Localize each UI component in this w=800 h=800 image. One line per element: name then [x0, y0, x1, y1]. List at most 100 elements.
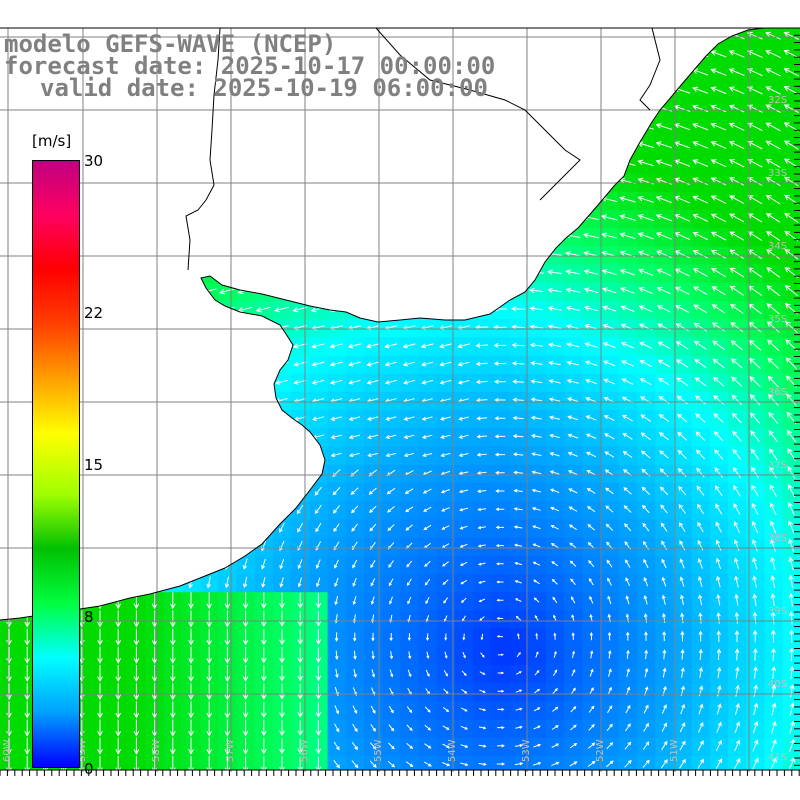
- wind-arrow: [418, 179, 436, 186]
- wind-arrow: [151, 521, 158, 535]
- wind-arrow: [200, 270, 217, 277]
- wind-arrow: [261, 576, 266, 588]
- wind-arrow: [182, 270, 199, 277]
- wind-arrow: [619, 232, 636, 240]
- wind-arrow: [364, 215, 381, 222]
- wind-arrow: [292, 343, 307, 349]
- wind-arrow: [547, 305, 562, 312]
- border-uruguay-brazil: [375, 27, 581, 201]
- wind-arrow: [618, 86, 636, 93]
- lon-label: 54W: [447, 739, 458, 762]
- wind-arrow: [455, 124, 472, 131]
- wind-arrow: [127, 270, 145, 277]
- wind-arrow: [715, 739, 722, 752]
- wind-arrow: [334, 650, 339, 661]
- wind-arrow: [590, 650, 594, 659]
- wind-arrow: [279, 647, 285, 664]
- wind-arrow: [188, 756, 194, 770]
- wind-arrow: [330, 452, 342, 458]
- wind-arrow: [730, 340, 744, 351]
- wind-arrow: [260, 486, 268, 497]
- wind-arrow: [315, 756, 322, 770]
- wind-arrow: [770, 629, 776, 643]
- wind-arrow: [437, 197, 454, 204]
- wind-arrow: [733, 484, 741, 497]
- wind-arrow: [603, 415, 615, 422]
- wind-arrow: [583, 305, 599, 312]
- wind-arrow: [765, 213, 781, 223]
- colorbar-tick-30: 30: [84, 152, 104, 170]
- wind-arrow: [564, 214, 581, 221]
- wind-arrow: [712, 340, 725, 351]
- wind-arrow: [513, 507, 523, 511]
- wind-arrow: [242, 504, 249, 516]
- wind-arrow: [717, 684, 722, 697]
- lat-label: 33S: [768, 168, 787, 179]
- wind-arrow: [330, 416, 343, 421]
- wind-arrow: [418, 124, 436, 131]
- wind-arrow: [619, 214, 636, 221]
- wind-arrow: [182, 306, 199, 313]
- wind-arrow: [729, 285, 744, 296]
- wind-arrow: [491, 215, 508, 221]
- wind-arrow: [315, 665, 322, 682]
- wind-arrow: [437, 252, 453, 258]
- wind-arrow: [311, 379, 325, 385]
- wind-arrow: [439, 361, 452, 367]
- wind-arrow: [553, 632, 557, 640]
- wind-arrow: [224, 646, 231, 664]
- wind-arrow: [350, 487, 359, 496]
- wind-arrow: [783, 176, 799, 187]
- wind-arrow: [570, 578, 576, 586]
- wind-arrow: [423, 524, 432, 531]
- wind-arrow: [496, 744, 505, 748]
- wind-arrow: [218, 160, 236, 168]
- wind-arrow: [710, 104, 727, 113]
- wind-arrow: [224, 719, 231, 737]
- wind-arrow: [242, 485, 249, 497]
- wind-arrow: [188, 701, 194, 719]
- wind-arrow: [6, 756, 12, 770]
- wind-arrow: [24, 665, 31, 683]
- wind-arrow: [315, 523, 322, 533]
- wind-arrow: [456, 288, 471, 295]
- wind-arrow: [127, 306, 145, 313]
- lon-label: 59W: [77, 739, 88, 762]
- wind-arrow: [275, 434, 288, 440]
- wind-arrow: [442, 707, 450, 713]
- lon-label: 58W: [151, 739, 162, 762]
- wind-arrow: [656, 305, 671, 313]
- wind-arrow: [187, 485, 195, 498]
- wind-arrow: [311, 361, 325, 367]
- wind-arrow: [679, 594, 684, 606]
- wind-arrow: [309, 106, 327, 113]
- wind-arrow: [402, 379, 415, 385]
- wind-arrow: [710, 213, 727, 223]
- wind-arrow: [389, 596, 393, 605]
- wind-arrow: [165, 434, 180, 440]
- wind-arrow: [297, 629, 304, 646]
- wind-arrow: [710, 177, 727, 186]
- wind-arrow: [747, 213, 763, 223]
- wind-arrow: [752, 611, 758, 625]
- wind-arrow: [677, 449, 687, 460]
- wind-arrow: [314, 486, 322, 496]
- wind-arrow: [715, 758, 723, 770]
- wind-arrow: [601, 287, 617, 294]
- wind-arrow: [655, 86, 673, 94]
- wind-arrow: [385, 452, 397, 458]
- wind-arrow: [511, 324, 525, 330]
- wind-arrow: [728, 122, 745, 131]
- lon-label: 51W: [669, 739, 680, 762]
- wind-arrow: [550, 525, 559, 530]
- wind-arrow: [224, 737, 231, 755]
- wind-arrow: [24, 756, 31, 770]
- wind-arrow: [133, 665, 140, 683]
- wind-arrow: [310, 288, 326, 295]
- wind-arrow: [769, 484, 777, 497]
- wind-arrow: [458, 434, 469, 439]
- wind-arrow: [789, 665, 795, 680]
- wind-arrow: [766, 267, 781, 278]
- wind-arrow: [164, 142, 181, 149]
- wind-arrow: [679, 740, 686, 751]
